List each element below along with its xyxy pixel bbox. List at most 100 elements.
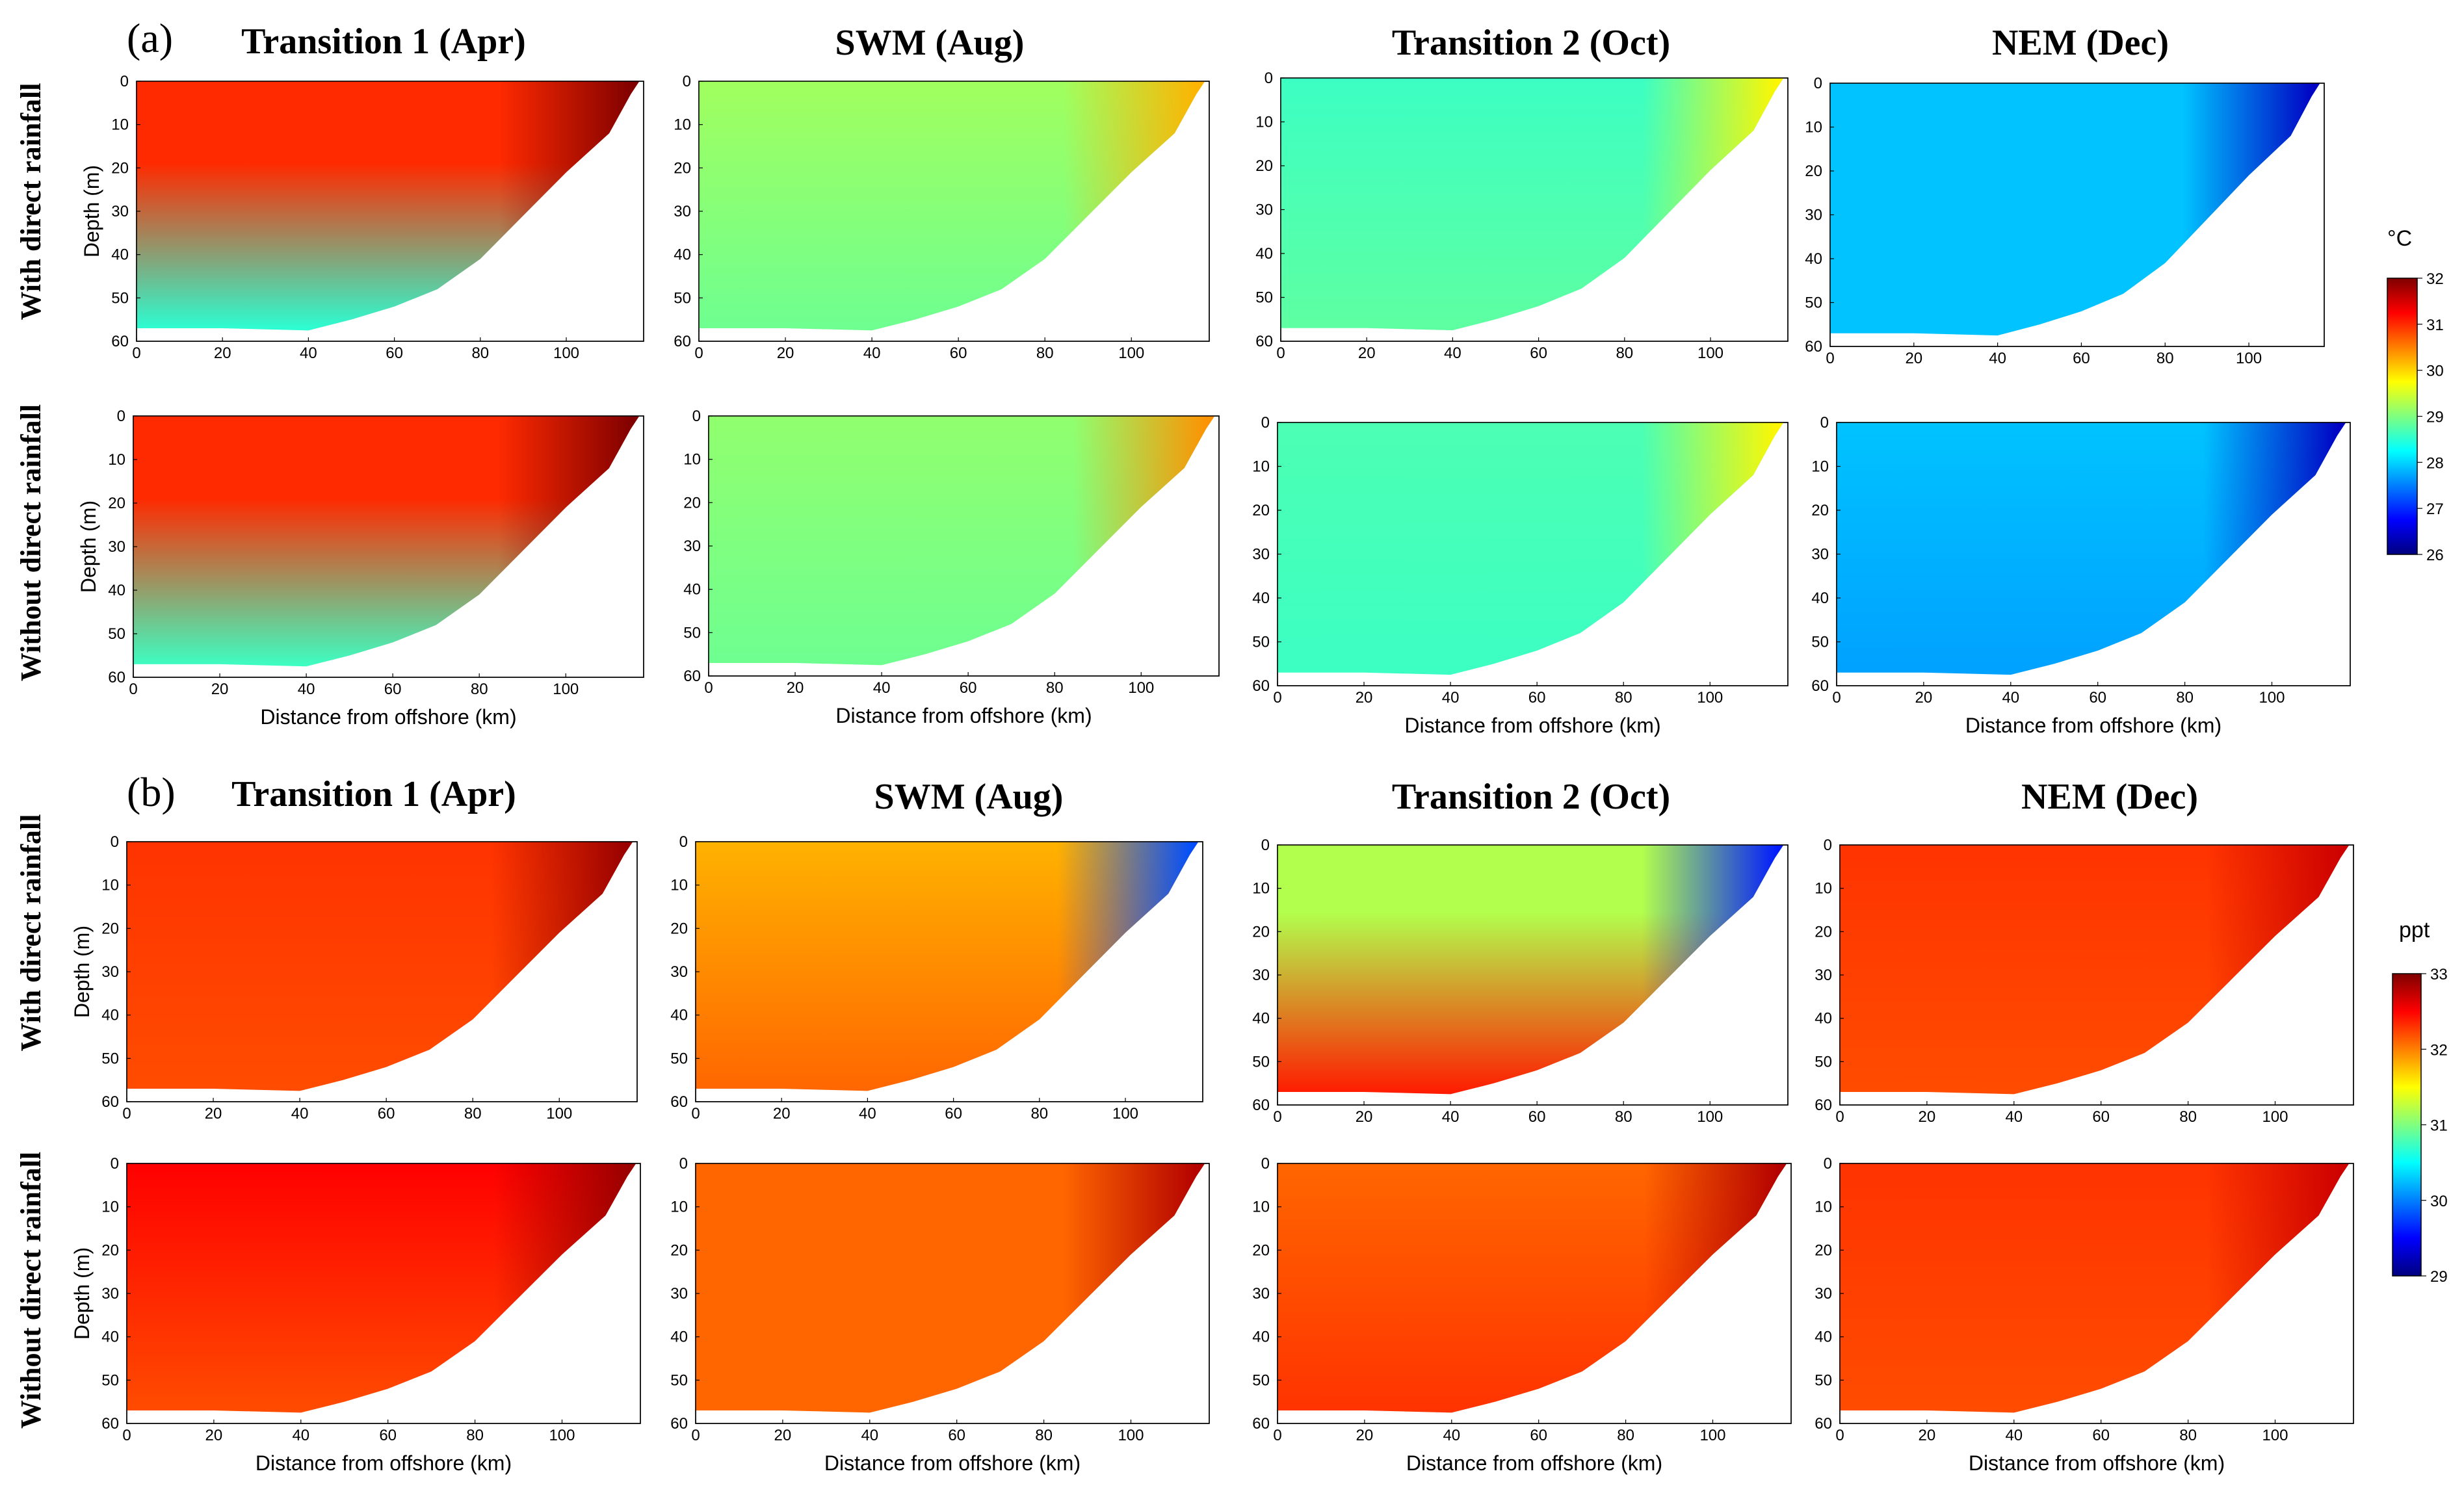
y-tick-label: 0 — [1261, 837, 1270, 854]
y-tick-label: 50 — [670, 1371, 688, 1389]
x-tick-label: 0 — [691, 1427, 700, 1444]
y-tick-label: 50 — [1255, 289, 1273, 307]
x-axis-label: Distance from offshore (km) — [1965, 714, 2222, 737]
x-tick-label: 60 — [1528, 1108, 1546, 1126]
cb-tick-label: 30 — [2430, 1193, 2448, 1210]
x-tick-label: 20 — [787, 679, 804, 697]
col-title-aug-b: SWM (Aug) — [874, 777, 1064, 817]
x-tick-label: 60 — [948, 1427, 965, 1444]
y-tick-label: 50 — [108, 625, 125, 643]
y-tick-label: 40 — [1815, 1329, 1832, 1346]
x-tick-label: 20 — [774, 1427, 792, 1444]
y-tick-label: 30 — [674, 203, 691, 220]
col-title-oct-a: Transition 2 (Oct) — [1392, 23, 1670, 63]
x-tick-label: 60 — [1530, 1427, 1547, 1444]
x-tick-label: 80 — [471, 344, 489, 362]
x-tick-label: 40 — [1989, 350, 2006, 367]
x-tick-label: 80 — [2179, 1108, 2197, 1126]
y-tick-label: 50 — [1811, 634, 1829, 651]
y-tick-label: 60 — [1811, 677, 1829, 695]
panel-label-a: (a) — [127, 15, 173, 61]
x-tick-label: 60 — [2073, 350, 2090, 367]
y-tick-label: 10 — [108, 451, 125, 469]
x-tick-label: 100 — [1128, 679, 1154, 697]
nearshore-fill — [696, 842, 1199, 1091]
y-tick-label: 60 — [1252, 1415, 1270, 1433]
x-tick-label: 100 — [2236, 350, 2262, 367]
y-tick-label: 60 — [111, 333, 129, 350]
y-tick-label: 60 — [101, 1415, 119, 1433]
x-tick-label: 100 — [1118, 1427, 1144, 1444]
col-title-apr-b: Transition 1 (Apr) — [231, 774, 516, 814]
colorbar-temp-unit: °C — [2387, 226, 2412, 251]
x-tick-label: 40 — [861, 1427, 878, 1444]
x-tick-label: 0 — [1273, 689, 1281, 707]
y-tick-label: 10 — [111, 116, 129, 134]
x-tick-label: 60 — [1528, 689, 1546, 707]
y-tick-label: 30 — [108, 538, 125, 556]
y-tick-label: 30 — [1815, 1285, 1832, 1303]
col-title-dec-b: NEM (Dec) — [2021, 777, 2198, 817]
y-tick-label: 60 — [108, 669, 125, 686]
x-tick-label: 80 — [1615, 1108, 1632, 1126]
x-axis-label: Distance from offshore (km) — [260, 705, 516, 729]
col-title-oct-b: Transition 2 (Oct) — [1392, 777, 1670, 817]
y-tick-label: 0 — [1824, 1155, 1832, 1173]
y-tick-label: 30 — [1252, 967, 1270, 984]
x-tick-label: 0 — [1276, 344, 1285, 362]
y-tick-label: 50 — [1252, 1053, 1270, 1071]
y-tick-label: 20 — [1811, 502, 1829, 519]
x-tick-label: 20 — [777, 344, 794, 362]
x-tick-label: 100 — [1699, 1427, 1725, 1444]
panel-temp-1-0: 0 20 40 60 80 100 0 10 20 30 40 50 60 Depth (m) Distan… — [77, 408, 644, 729]
y-tick-label: 10 — [1252, 1199, 1270, 1216]
y-tick-label: 40 — [111, 246, 129, 264]
y-tick-label: 20 — [1805, 162, 1822, 180]
x-tick-label: 100 — [546, 1105, 572, 1123]
y-tick-label: 30 — [683, 538, 701, 555]
x-tick-label: 60 — [2092, 1427, 2110, 1444]
nearshore-fill — [1278, 1163, 1787, 1413]
y-tick-label: 60 — [1815, 1097, 1832, 1114]
cb-tick-label: 26 — [2426, 547, 2444, 564]
cb-tick-label: 32 — [2426, 270, 2444, 288]
y-tick-label: 60 — [1805, 338, 1822, 356]
y-tick-label: 20 — [670, 920, 688, 937]
x-axis-label: Distance from offshore (km) — [824, 1451, 1081, 1475]
y-tick-label: 20 — [101, 1241, 119, 1259]
y-tick-label: 20 — [674, 159, 691, 177]
x-tick-label: 20 — [1358, 344, 1376, 362]
nearshore-fill — [133, 416, 640, 667]
x-tick-label: 0 — [694, 344, 703, 362]
col-title-apr-a: Transition 1 (Apr) — [241, 21, 526, 62]
y-tick-label: 50 — [683, 624, 701, 642]
x-tick-label: 80 — [1046, 679, 1064, 697]
x-tick-label: 40 — [873, 679, 891, 697]
y-tick-label: 20 — [108, 495, 125, 512]
x-tick-label: 80 — [471, 681, 488, 698]
x-tick-label: 100 — [553, 344, 579, 362]
x-tick-label: 60 — [2092, 1108, 2110, 1126]
y-tick-label: 40 — [1255, 245, 1273, 263]
x-tick-label: 60 — [945, 1105, 962, 1123]
x-tick-label: 80 — [2156, 350, 2174, 367]
column-titles-a: Transition 1 (Apr) SWM (Aug) Transition … — [241, 21, 2169, 63]
y-tick-label: 30 — [1811, 546, 1829, 564]
y-tick-label: 0 — [679, 1155, 688, 1173]
y-tick-label: 20 — [1815, 1241, 1832, 1259]
panel-temp-1-2: 0 20 40 60 80 100 0 10 20 30 40 50 60 Distance from o… — [1252, 414, 1789, 737]
x-tick-label: 60 — [1530, 344, 1547, 362]
y-tick-label: 10 — [683, 451, 701, 469]
x-tick-label: 80 — [1035, 1427, 1053, 1444]
x-tick-label: 100 — [1697, 344, 1723, 362]
x-tick-label: 20 — [1356, 1427, 1374, 1444]
y-tick-label: 40 — [1252, 1329, 1270, 1346]
y-tick-label: 30 — [1252, 1285, 1270, 1303]
y-tick-label: 30 — [1805, 207, 1822, 224]
colorbar-temp-ticks: 32 31 30 29 28 27 26 — [2417, 270, 2444, 564]
x-tick-label: 60 — [378, 1105, 395, 1123]
y-tick-label: 50 — [1252, 634, 1270, 651]
x-tick-label: 20 — [773, 1105, 791, 1123]
y-tick-label: 60 — [670, 1415, 688, 1433]
